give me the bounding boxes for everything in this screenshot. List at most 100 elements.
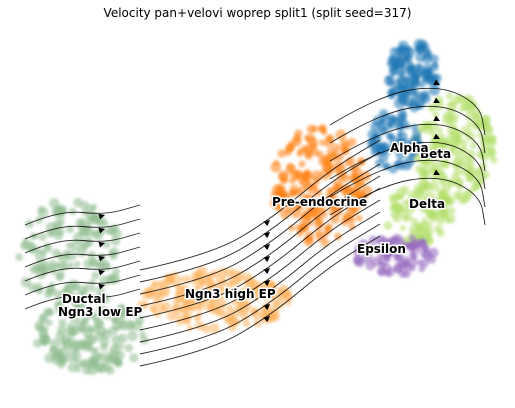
cluster-label-delta: Delta [409, 197, 445, 211]
cell-point [415, 44, 426, 55]
cell-point [395, 122, 405, 132]
streamline-arrow-icon [433, 79, 440, 85]
cell-point [479, 162, 487, 170]
velocity-streamline [24, 274, 141, 296]
cell-point [396, 242, 407, 252]
cell-point [305, 133, 316, 144]
cell-point [392, 213, 402, 223]
cell-point [351, 166, 363, 178]
cell-point [419, 200, 428, 208]
cell-point [425, 144, 434, 153]
cell-point [58, 300, 65, 307]
streamline-arrow-icon [98, 227, 105, 234]
velocity-streamline [329, 159, 486, 208]
cell-point [201, 324, 211, 334]
cell-point [233, 291, 241, 298]
cell-point [365, 260, 376, 271]
cell-point [432, 111, 439, 119]
cluster-points-ductal [15, 197, 122, 310]
cell-point [326, 187, 333, 195]
cell-point [289, 190, 297, 197]
velocity-streamline [139, 151, 381, 283]
cell-point [383, 221, 393, 230]
cell-point [482, 120, 491, 128]
cell-point [408, 234, 416, 242]
cell-point [102, 310, 112, 320]
cell-point [158, 304, 167, 314]
cell-point [385, 239, 396, 249]
cluster-points-pre-endocrine [269, 124, 373, 247]
cell-point [31, 233, 39, 240]
cell-point [428, 247, 439, 258]
cell-point [198, 292, 208, 301]
cell-point [268, 281, 275, 288]
streamline-arrow-icon [98, 269, 105, 276]
cell-point [146, 288, 155, 297]
cell-point [286, 162, 295, 172]
cell-point [78, 305, 88, 315]
cell-point [181, 314, 192, 325]
cell-point [20, 276, 32, 288]
cell-point [344, 159, 352, 167]
cluster-label-ductal: Ductal [62, 292, 106, 306]
cell-point [429, 181, 440, 192]
cell-point [282, 289, 292, 299]
streamline-arrow-icon [263, 292, 270, 299]
cell-point [149, 303, 159, 313]
cluster-points-ngn3-low-ep [33, 294, 149, 376]
cell-point [78, 285, 87, 294]
cell-point [396, 160, 406, 171]
streamline-arrow-icon [263, 256, 270, 263]
cell-point [209, 323, 220, 334]
cell-point [303, 148, 314, 159]
cell-point [60, 334, 71, 345]
cell-point [117, 342, 125, 350]
cell-point [65, 249, 77, 261]
cell-point [127, 330, 138, 342]
cell-point [306, 124, 316, 134]
cell-point [479, 151, 489, 161]
cell-point [452, 191, 462, 201]
cell-point [386, 59, 395, 68]
cell-point [41, 326, 49, 334]
cell-point [94, 363, 104, 373]
cell-point [38, 232, 47, 241]
cell-point [472, 111, 482, 121]
streamline-arrow-icon [98, 241, 105, 248]
cell-point [204, 285, 215, 297]
cell-point [79, 325, 86, 332]
cell-point [315, 233, 324, 242]
cluster-label-ngn3-high-ep: Ngn3 high EP [185, 287, 276, 301]
velocity-streamline [139, 211, 381, 343]
cell-point [74, 359, 83, 368]
cell-point [95, 286, 105, 296]
cell-point [412, 69, 423, 79]
cell-point [45, 319, 53, 327]
cell-point [469, 141, 478, 149]
cell-point [216, 296, 227, 307]
cell-point [391, 249, 401, 259]
cell-point [425, 208, 437, 220]
cell-point [89, 285, 96, 293]
cell-point [107, 225, 117, 236]
cell-point [204, 301, 215, 312]
cell-point [54, 262, 62, 269]
velocity-streamline [24, 218, 141, 240]
cell-point [385, 267, 395, 277]
cell-point [124, 343, 134, 353]
cell-point [446, 101, 457, 112]
cell-point [419, 206, 427, 214]
cell-point [431, 161, 442, 172]
cell-point [89, 278, 96, 286]
cell-point [314, 217, 324, 227]
cell-point [195, 302, 205, 312]
cell-point [52, 219, 62, 230]
velocity-streamline [24, 246, 141, 268]
cell-point [296, 150, 303, 157]
cell-point [481, 170, 490, 179]
velocity-streamline [329, 123, 486, 172]
cell-point [151, 281, 163, 292]
cell-point [290, 169, 301, 181]
cell-point [99, 343, 109, 352]
cell-point [131, 320, 143, 332]
